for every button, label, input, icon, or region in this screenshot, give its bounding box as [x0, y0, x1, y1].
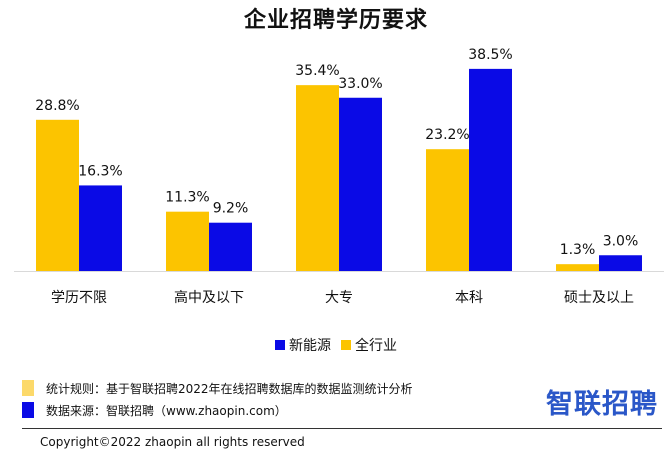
- category-label-1: 高中及以下: [174, 289, 244, 306]
- bar-all-industry-0: [36, 119, 79, 271]
- legend-swatch-all-industry: [341, 340, 351, 350]
- data-label-new-energy-3: 38.5%: [468, 47, 512, 63]
- footnotes: 统计规则：基于智联招聘2022年在线招聘数据库的数据监测统计分析 数据来源：智联…: [22, 377, 413, 421]
- data-label-all-industry-3: 23.2%: [425, 127, 469, 143]
- note-rule-text: 统计规则：基于智联招聘2022年在线招聘数据库的数据监测统计分析: [46, 381, 413, 396]
- data-label-all-industry-0: 28.8%: [35, 98, 79, 114]
- bar-new-energy-3: [469, 68, 512, 271]
- bar-chart: 28.8% 16.3% 学历不限 11.3%9.2% 高中及以下 35.4%33.0% 大专…: [14, 47, 664, 306]
- data-label-new-energy-1: 9.2%: [213, 201, 249, 217]
- bar-new-energy-2: [339, 97, 382, 271]
- note-source-marker: [22, 402, 34, 418]
- data-label-all-industry-1: 11.3%: [165, 190, 209, 206]
- copyright-text: Copyright©2022 zhaopin all rights reserv…: [40, 435, 305, 449]
- legend-swatch-new-energy: [275, 340, 285, 350]
- category-label-4: 硕士及以上: [564, 290, 634, 306]
- note-rule-marker: [22, 380, 34, 396]
- note-source-text: 数据来源：智联招聘（www.zhaopin.com）: [46, 403, 287, 418]
- zhaopin-logo: 智联招聘: [546, 389, 658, 420]
- legend-item-new-energy: 新能源: [275, 335, 331, 355]
- bar-all-industry-3: [426, 149, 469, 271]
- note-rule: 统计规则：基于智联招聘2022年在线招聘数据库的数据监测统计分析: [22, 377, 413, 399]
- category-label-2: 大专: [325, 290, 353, 306]
- footer-divider: [22, 428, 662, 429]
- legend-label-all-industry: 全行业: [355, 338, 397, 354]
- bar-new-energy-0: [79, 185, 122, 271]
- data-label-new-energy-0: 16.3%: [78, 163, 122, 179]
- chart-title: 企业招聘学历要求: [243, 8, 428, 33]
- legend-label-new-energy: 新能源: [289, 338, 331, 354]
- bar-all-industry-1: [166, 211, 209, 271]
- category-label-3: 本科: [455, 290, 483, 306]
- data-label-all-industry-4: 1.3%: [560, 242, 596, 258]
- bar-all-industry-4: [556, 264, 599, 271]
- bar-new-energy-4: [599, 255, 642, 271]
- data-label-all-industry-2: 35.4%: [295, 63, 339, 79]
- legend-item-all-industry: 全行业: [341, 335, 397, 355]
- chart-legend: 新能源 全行业: [0, 335, 672, 355]
- note-source: 数据来源：智联招聘（www.zhaopin.com）: [22, 399, 413, 421]
- bar-new-energy-1: [209, 222, 252, 271]
- bar-all-industry-2: [296, 85, 339, 272]
- data-label-new-energy-4: 3.0%: [603, 233, 639, 249]
- category-label-0: 学历不限: [51, 290, 107, 306]
- data-label-new-energy-2: 33.0%: [338, 76, 382, 92]
